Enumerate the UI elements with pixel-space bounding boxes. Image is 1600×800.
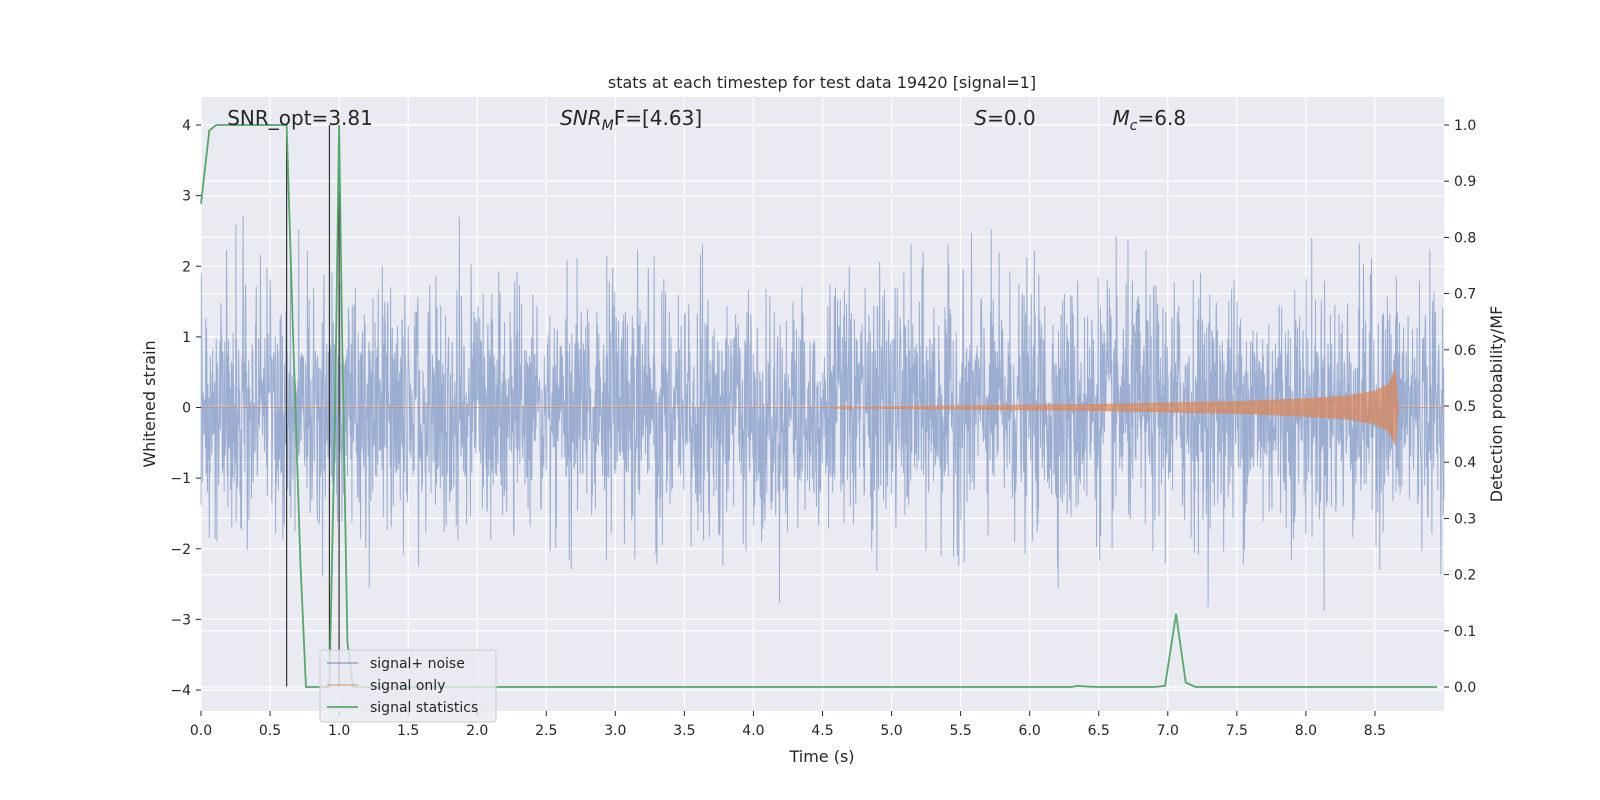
y-tick-label: 2	[182, 259, 191, 275]
legend-label-signal-noise: signal+ noise	[370, 656, 465, 672]
noise-trace	[200, 216, 1445, 611]
x-tick-label: 6.0	[1019, 723, 1041, 739]
y2-axis-ticks: 1.0 0.9 0.8 0.7 0.6 0.5 0.4 0.3 0.2 0.1 0.0	[1444, 118, 1476, 696]
x-tick-label: 1.0	[328, 723, 350, 739]
statistics-line	[200, 124, 1438, 688]
legend: signal+ noise signal only signal statist…	[319, 649, 497, 723]
x-tick-label: 1.5	[397, 723, 419, 739]
x-tick-label: 2.0	[466, 723, 488, 739]
x-tick-label: 3.0	[604, 723, 626, 739]
y2-axis-label: Detection probability/MF	[1487, 306, 1506, 503]
x-tick-label: 5.0	[880, 723, 902, 739]
y2-tick-label: 0.1	[1454, 624, 1476, 640]
x-tick-label: 7.0	[1157, 723, 1179, 739]
y2-tick-label: 0.7	[1454, 287, 1476, 303]
y2-tick-label: 0.6	[1454, 343, 1476, 359]
y2-tick-label: 0.4	[1454, 455, 1476, 471]
y-axis-ticks: 4 3 2 1 0 −1 −2 −3 −4	[170, 118, 201, 699]
annotation-1: SNRMF=[4.63]	[560, 106, 702, 134]
x-axis-label: Time (s)	[788, 747, 854, 766]
annotation-0: SNR_opt=3.81	[227, 106, 373, 130]
y2-tick-label: 0.2	[1454, 568, 1476, 584]
vertical-markers	[286, 125, 340, 687]
y-tick-label: 1	[182, 330, 191, 346]
y2-tick-label: 0.9	[1454, 174, 1476, 190]
x-tick-label: 4.5	[811, 723, 833, 739]
x-tick-label: 5.5	[949, 723, 971, 739]
y2-tick-label: 0.5	[1454, 399, 1476, 415]
y2-tick-label: 0.0	[1454, 680, 1476, 696]
signal-trace	[201, 369, 1444, 447]
legend-box	[319, 649, 497, 723]
annotations: SNR_opt=3.81 SNRMF=[4.63] S=0.0 Mc=6.8	[227, 106, 1186, 134]
annotation-2: S=0.0	[974, 106, 1035, 130]
x-tick-label: 8.5	[1364, 723, 1386, 739]
annotation-3: Mc=6.8	[1113, 106, 1187, 134]
x-tick-label: 2.5	[535, 723, 557, 739]
x-axis-ticks: 0.0 0.5 1.0 1.5 2.0 2.5 3.0 3.5 4.0 4.5 5.0 5.5 6.0 6…	[190, 711, 1386, 739]
series-signal-only	[201, 369, 1444, 447]
series-signal-statistics	[200, 124, 1438, 688]
y-tick-label: −3	[170, 612, 191, 628]
legend-label-signal-only: signal only	[370, 678, 445, 694]
x-tick-label: 4.0	[742, 723, 764, 739]
x-tick-label: 0.5	[259, 723, 281, 739]
y-tick-label: −2	[170, 542, 191, 558]
y-tick-label: 4	[182, 118, 191, 134]
x-tick-label: 6.5	[1088, 723, 1110, 739]
x-tick-label: 8.0	[1295, 723, 1317, 739]
y-tick-label: −1	[170, 471, 191, 487]
y2-tick-label: 0.3	[1454, 511, 1476, 527]
x-tick-label: 3.5	[673, 723, 695, 739]
y-tick-label: 0	[182, 401, 191, 417]
x-tick-label: 7.5	[1226, 723, 1248, 739]
y2-tick-label: 1.0	[1454, 118, 1476, 134]
y-tick-label: −4	[170, 683, 191, 699]
series-signal-noise	[200, 216, 1445, 611]
y-axis-label: Whitened strain	[140, 340, 159, 467]
legend-label-signal-statistics: signal statistics	[370, 700, 478, 716]
x-tick-label: 0.0	[190, 723, 212, 739]
y2-tick-label: 0.8	[1454, 230, 1476, 246]
y-tick-label: 3	[182, 189, 191, 205]
chart-title: stats at each timestep for test data 194…	[608, 73, 1036, 92]
